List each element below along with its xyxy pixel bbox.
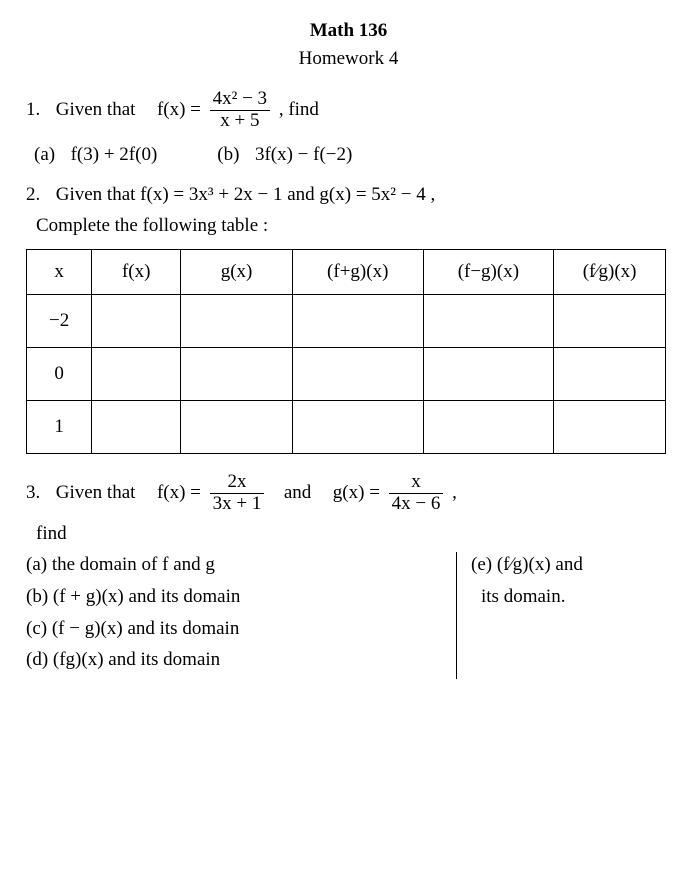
p3-given: 3. Given that f(x) = 2x 3x + 1 and g(x) … xyxy=(26,472,671,515)
p3-right-col: (e) (f⁄g)(x) and its domain. xyxy=(457,552,671,615)
p3-g-num: x xyxy=(389,472,444,494)
p2-table: x f(x) g(x) (f+g)(x) (f−g)(x) (f⁄g)(x) −… xyxy=(26,249,666,454)
p3-a: (a) the domain of f and g xyxy=(26,552,442,578)
p1-frac-den: x + 5 xyxy=(210,111,270,132)
p2-table-body: −2 0 1 xyxy=(27,294,666,453)
cell xyxy=(292,347,423,400)
cell xyxy=(292,400,423,453)
problem-2: 2. Given that f(x) = 3x³ + 2x − 1 and g(… xyxy=(26,182,671,454)
p3-trail: , xyxy=(452,482,457,503)
p1-fraction: 4x² − 3 x + 5 xyxy=(210,89,270,132)
p2-label: 2. xyxy=(26,184,40,205)
th-fmg: (f−g)(x) xyxy=(423,249,554,294)
p3-f-num: 2x xyxy=(210,472,265,494)
p1-a-label: (a) xyxy=(34,144,55,165)
p3-g-den: 4x − 6 xyxy=(389,494,444,515)
p1-b: (b) 3f(x) − f(−2) xyxy=(217,142,352,168)
p3-d: (d) (fg)(x) and its domain xyxy=(26,647,442,673)
problem-1: 1. Given that f(x) = 4x² − 3 x + 5 , fin… xyxy=(26,89,671,167)
cell-x: 0 xyxy=(27,347,92,400)
p3-f-den: 3x + 1 xyxy=(210,494,265,515)
p3-subparts: (a) the domain of f and g (b) (f + g)(x)… xyxy=(26,552,671,679)
th-x: x xyxy=(27,249,92,294)
p1-a: (a) f(3) + 2f(0) xyxy=(34,142,157,168)
th-fpg: (f+g)(x) xyxy=(292,249,423,294)
p3-g-frac: x 4x − 6 xyxy=(389,472,444,515)
cell xyxy=(292,294,423,347)
p1-label: 1. xyxy=(26,99,40,120)
th-fx: f(x) xyxy=(92,249,181,294)
p3-fx-eq: f(x) = xyxy=(157,482,201,503)
cell xyxy=(181,347,293,400)
p2-given: Given that f(x) = 3x³ + 2x − 1 and g(x) … xyxy=(56,184,435,205)
p3-left-col: (a) the domain of f and g (b) (f + g)(x)… xyxy=(26,552,457,679)
p1-fx-eq: f(x) = xyxy=(157,99,201,120)
problem-3: 3. Given that f(x) = 2x 3x + 1 and g(x) … xyxy=(26,472,671,679)
p1-frac-num: 4x² − 3 xyxy=(210,89,270,111)
cell xyxy=(423,294,554,347)
cell xyxy=(92,400,181,453)
p3-find: find xyxy=(26,521,671,547)
cell xyxy=(554,347,666,400)
p2-line2: Complete the following table : xyxy=(26,213,671,239)
p1-subparts: (a) f(3) + 2f(0) (b) 3f(x) − f(−2) xyxy=(26,142,671,168)
table-header-row: x f(x) g(x) (f+g)(x) (f−g)(x) (f⁄g)(x) xyxy=(27,249,666,294)
p1-b-label: (b) xyxy=(217,144,239,165)
table-row: −2 xyxy=(27,294,666,347)
p2-line1: 2. Given that f(x) = 3x³ + 2x − 1 and g(… xyxy=(26,182,671,208)
p3-e2: its domain. xyxy=(471,584,671,610)
cell xyxy=(423,347,554,400)
p3-given-text: Given that xyxy=(56,482,136,503)
cell xyxy=(181,400,293,453)
p3-b: (b) (f + g)(x) and its domain xyxy=(26,584,442,610)
th-fdg: (f⁄g)(x) xyxy=(554,249,666,294)
cell-x: −2 xyxy=(27,294,92,347)
p3-f-frac: 2x 3x + 1 xyxy=(210,472,265,515)
course-title: Math 136 xyxy=(26,18,671,44)
cell xyxy=(554,294,666,347)
assignment-title: Homework 4 xyxy=(26,46,671,72)
table-row: 1 xyxy=(27,400,666,453)
p3-c: (c) (f − g)(x) and its domain xyxy=(26,616,442,642)
cell xyxy=(423,400,554,453)
p3-label: 3. xyxy=(26,482,40,503)
p3-and: and xyxy=(284,482,311,503)
p1-b-expr: 3f(x) − f(−2) xyxy=(255,144,352,165)
p1-given: 1. Given that f(x) = 4x² − 3 x + 5 , fin… xyxy=(26,89,671,132)
cell xyxy=(92,294,181,347)
p1-a-expr: f(3) + 2f(0) xyxy=(71,144,158,165)
p3-gx-eq: g(x) = xyxy=(333,482,380,503)
cell xyxy=(554,400,666,453)
cell xyxy=(181,294,293,347)
cell xyxy=(92,347,181,400)
p3-e1: (e) (f⁄g)(x) and xyxy=(471,552,671,578)
table-row: 0 xyxy=(27,347,666,400)
p1-given-text: Given that xyxy=(56,99,136,120)
cell-x: 1 xyxy=(27,400,92,453)
th-gx: g(x) xyxy=(181,249,293,294)
p1-find: , find xyxy=(279,99,319,120)
